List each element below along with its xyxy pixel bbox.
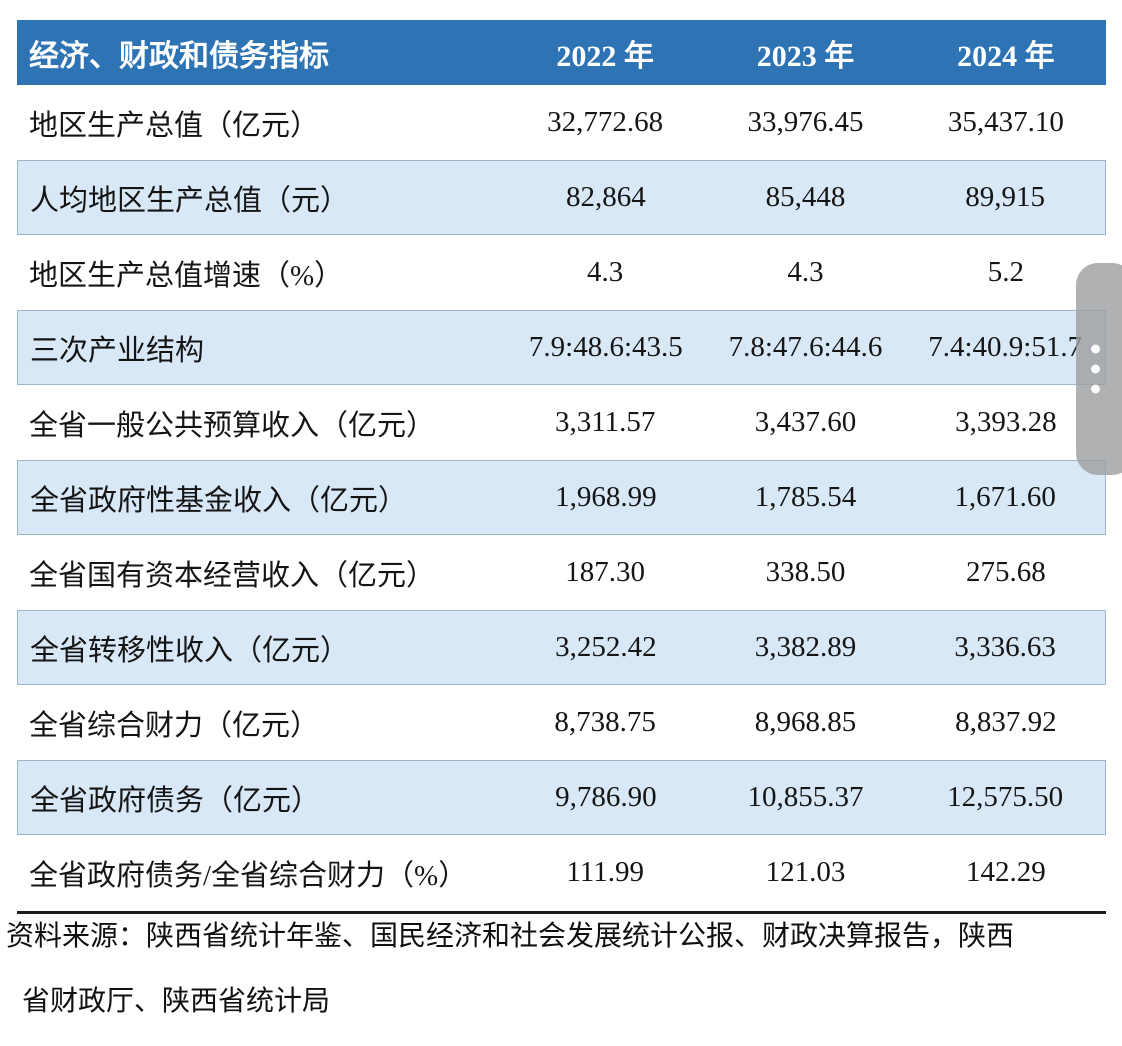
table-row: 全省政府债务（亿元） 9,786.90 10,855.37 12,575.50 — [17, 760, 1106, 835]
row-value-2023: 10,855.37 — [747, 781, 864, 813]
row-label: 全省一般公共预算收入（亿元） — [29, 409, 436, 442]
header-year-2024: 2024 年 — [957, 39, 1055, 73]
header-year-2023: 2023 年 — [756, 39, 855, 73]
table-row: 全省国有资本经营收入（亿元） 187.30 338.50 275.68 — [17, 535, 1106, 610]
row-value-2024: 142.29 — [965, 856, 1046, 888]
row-value-2024: 3,336.63 — [954, 631, 1056, 663]
row-value-2022: 1,968.99 — [555, 481, 657, 513]
scrollbar-drag-handle[interactable] — [1076, 263, 1122, 475]
row-value-2024: 275.68 — [965, 556, 1046, 588]
row-value-2023: 7.8:47.6:44.6 — [728, 331, 883, 363]
table-bottom-rule — [17, 911, 1106, 914]
row-value-2022: 111.99 — [566, 856, 644, 888]
row-value-2022: 32,772.68 — [547, 106, 664, 138]
row-value-2023: 33,976.45 — [747, 106, 864, 138]
row-value-2024: 12,575.50 — [947, 781, 1064, 813]
row-value-2022: 3,311.57 — [554, 406, 656, 438]
handle-dot-icon — [1091, 344, 1100, 354]
table-header-row: 经济、财政和债务指标 2022 年 2023 年 2024 年 — [17, 20, 1106, 85]
row-label: 全省综合财力（亿元） — [29, 709, 320, 742]
table-row: 地区生产总值增速（%） 4.3 4.3 5.2 — [17, 235, 1106, 310]
drag-handle-dots-icon — [1091, 344, 1100, 394]
indicator-table: 经济、财政和债务指标 2022 年 2023 年 2024 年 地区生产总值（亿… — [17, 20, 1106, 914]
row-label: 地区生产总值（亿元） — [29, 109, 320, 142]
row-value-2023: 338.50 — [765, 556, 846, 588]
row-value-2024: 7.4:40.9:51.7 — [928, 331, 1083, 363]
row-value-2024: 3,393.28 — [955, 406, 1057, 438]
row-label: 全省国有资本经营收入（亿元） — [29, 559, 436, 592]
row-label: 地区生产总值增速（%） — [29, 259, 344, 292]
table-row: 全省转移性收入（亿元） 3,252.42 3,382.89 3,336.63 — [17, 610, 1106, 685]
row-value-2023: 85,448 — [765, 181, 846, 213]
row-label: 全省政府债务/全省综合财力（%） — [29, 859, 468, 892]
row-value-2024: 35,437.10 — [947, 106, 1064, 138]
row-label: 全省政府性基金收入（亿元） — [30, 484, 408, 517]
row-value-2022: 4.3 — [587, 256, 624, 288]
row-label: 全省政府债务（亿元） — [30, 784, 321, 817]
row-value-2023: 1,785.54 — [754, 481, 857, 513]
row-value-2022: 82,864 — [565, 181, 646, 213]
row-label: 人均地区生产总值（元） — [30, 184, 350, 217]
row-value-2023: 4.3 — [787, 256, 824, 288]
row-value-2022: 3,252.42 — [555, 631, 657, 663]
handle-dot-icon — [1091, 384, 1100, 394]
row-value-2023: 121.03 — [765, 856, 846, 888]
header-indicator-cell: 经济、财政和债务指标 — [29, 39, 329, 73]
source-note-line: 省财政厅、陕西省统计局 — [22, 986, 331, 1017]
row-label: 三次产业结构 — [30, 334, 205, 367]
table-row: 全省政府性基金收入（亿元） 1,968.99 1,785.54 1,671.60 — [17, 460, 1106, 535]
data-source-note: 资料来源：陕西省统计年鉴、国民经济和社会发展统计公报、财政决算报告，陕西 省财政… — [6, 920, 1112, 1019]
table-row: 地区生产总值（亿元） 32,772.68 33,976.45 35,437.10 — [17, 85, 1106, 160]
source-note-line: 资料来源：陕西省统计年鉴、国民经济和社会发展统计公报、财政决算报告，陕西 — [6, 921, 1015, 952]
row-value-2024: 8,837.92 — [955, 706, 1057, 738]
row-value-2024: 89,915 — [965, 181, 1046, 213]
row-value-2024: 1,671.60 — [954, 481, 1056, 513]
row-value-2022: 8,738.75 — [554, 706, 656, 738]
table-row: 全省一般公共预算收入（亿元） 3,311.57 3,437.60 3,393.2… — [17, 385, 1106, 460]
row-label: 全省转移性收入（亿元） — [30, 634, 350, 667]
table-row: 全省政府债务/全省综合财力（%） 111.99 121.03 142.29 — [17, 835, 1106, 910]
row-value-2023: 8,968.85 — [754, 706, 857, 738]
row-value-2022: 9,786.90 — [555, 781, 657, 813]
handle-dot-icon — [1091, 364, 1100, 374]
table-row: 全省综合财力（亿元） 8,738.75 8,968.85 8,837.92 — [17, 685, 1106, 760]
header-year-2022: 2022 年 — [556, 39, 654, 73]
row-value-2022: 7.9:48.6:43.5 — [528, 331, 683, 363]
row-value-2023: 3,437.60 — [754, 406, 857, 438]
table-row: 三次产业结构 7.9:48.6:43.5 7.8:47.6:44.6 7.4:4… — [17, 310, 1106, 385]
table-row: 人均地区生产总值（元） 82,864 85,448 89,915 — [17, 160, 1106, 235]
row-value-2022: 187.30 — [565, 556, 646, 588]
row-value-2023: 3,382.89 — [754, 631, 857, 663]
row-value-2024: 5.2 — [987, 256, 1024, 288]
